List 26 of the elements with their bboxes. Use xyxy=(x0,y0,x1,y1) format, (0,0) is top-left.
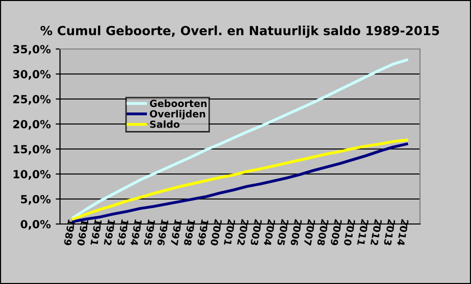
y-tick-label: 5,0% xyxy=(21,194,51,205)
x-tick-label: 1993 xyxy=(117,219,129,246)
x-tick-label: 1998 xyxy=(184,219,196,246)
y-tick-label: 15,0% xyxy=(14,144,51,155)
y-tick-label: 30,0% xyxy=(13,70,51,80)
x-tick-label: 1997 xyxy=(170,219,182,246)
legend-label: Overlijden xyxy=(150,110,206,120)
x-tick-label: 2005 xyxy=(277,219,289,246)
legend-label: Saldo xyxy=(150,120,180,128)
x-tick-label: 1996 xyxy=(156,219,169,246)
x-tick-label: 1999 xyxy=(197,219,209,246)
chart-title: % Cumul Geboorte, Overl. en Natuurlijk saldo 1989-2015 xyxy=(40,26,440,38)
line-series xyxy=(72,58,408,219)
x-tick-label: 1995 xyxy=(144,219,156,246)
y-tick-label: 25,0% xyxy=(13,94,51,105)
y-tick-label: 20,0% xyxy=(13,120,51,130)
x-tick-label: 2008 xyxy=(317,219,329,246)
y-tick-label: 10,0% xyxy=(14,170,51,180)
x-tick-label: 2002 xyxy=(237,219,249,246)
y-tick-label: 0,0% xyxy=(20,220,51,230)
legend-label: Geboorten xyxy=(150,100,206,108)
x-tick-label: 1994 xyxy=(130,219,142,246)
x-tick-label: 1992 xyxy=(104,219,116,246)
y-tick-label: 35,0% xyxy=(13,44,51,55)
x-tick-label: 1990 xyxy=(76,219,89,246)
x-tick-label: 1991 xyxy=(90,219,102,246)
